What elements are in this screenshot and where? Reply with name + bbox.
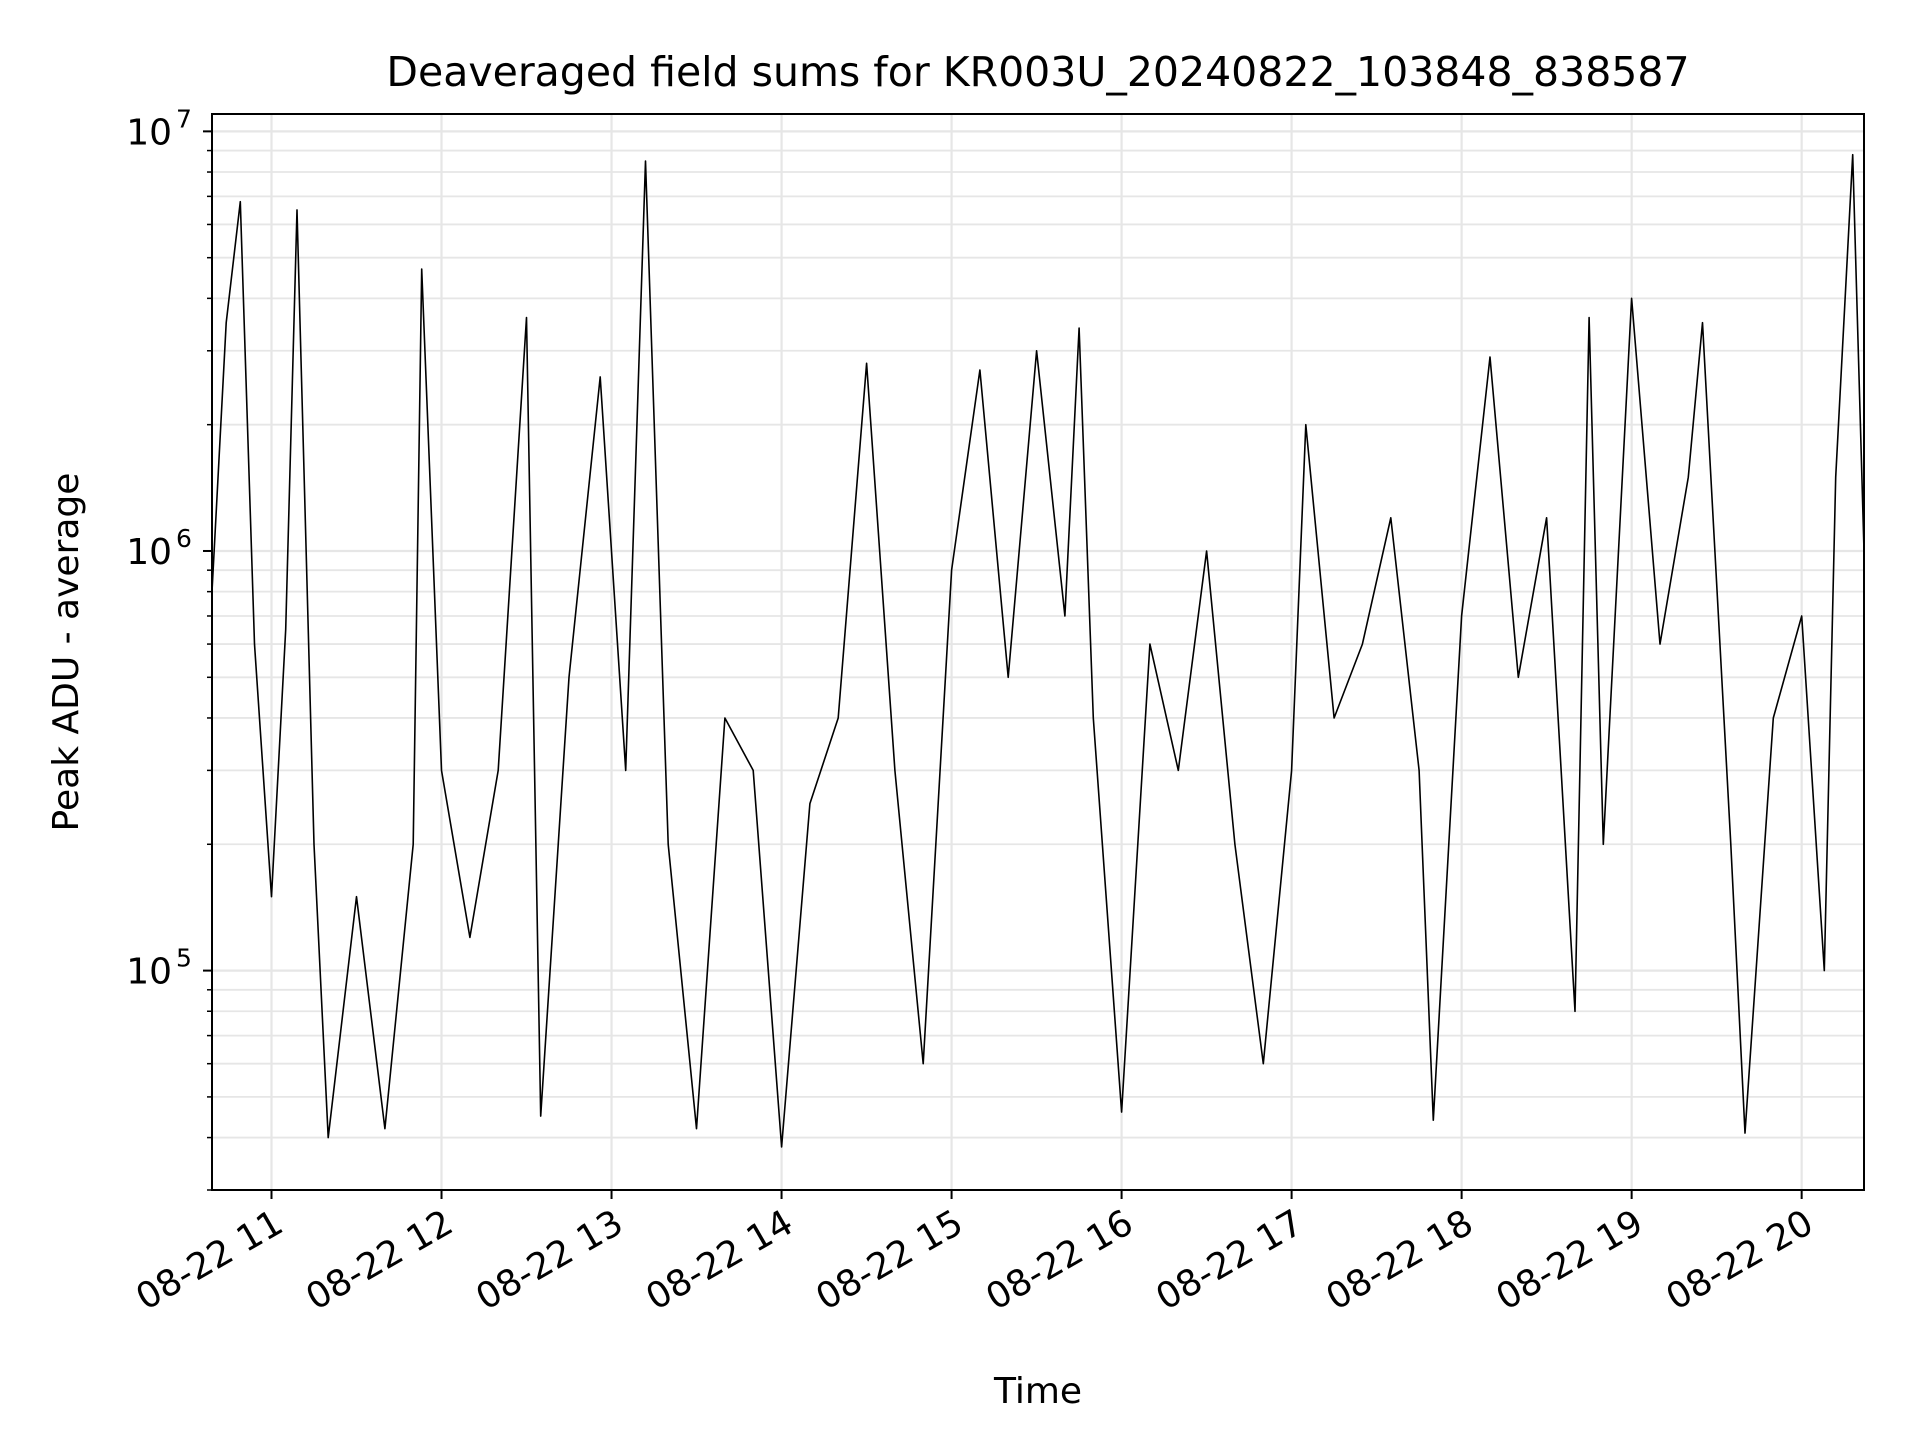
y-tick-label-base: 10: [126, 112, 172, 153]
y-tick-label: 10: [126, 532, 172, 573]
y-axis-label: Peak ADU - average: [46, 473, 87, 832]
y-tick-label-exponent: 7: [176, 104, 192, 133]
chart-title: Deaveraged field sums for KR003U_2024082…: [386, 48, 1689, 96]
y-tick-label: 10: [126, 112, 172, 153]
x-axis-label: Time: [993, 1371, 1082, 1412]
y-tick-label: 10: [126, 952, 172, 993]
plot-frame: [211, 113, 1865, 1191]
series-line: [211, 153, 1865, 1148]
grid-layer: [212, 114, 1864, 1191]
y-tick-label-base: 10: [126, 532, 172, 573]
y-tick-label-base: 10: [126, 952, 172, 993]
series-layer: [211, 153, 1865, 1148]
y-tick-label-exponent: 5: [176, 944, 192, 973]
y-tick-label-exponent: 6: [176, 524, 192, 553]
